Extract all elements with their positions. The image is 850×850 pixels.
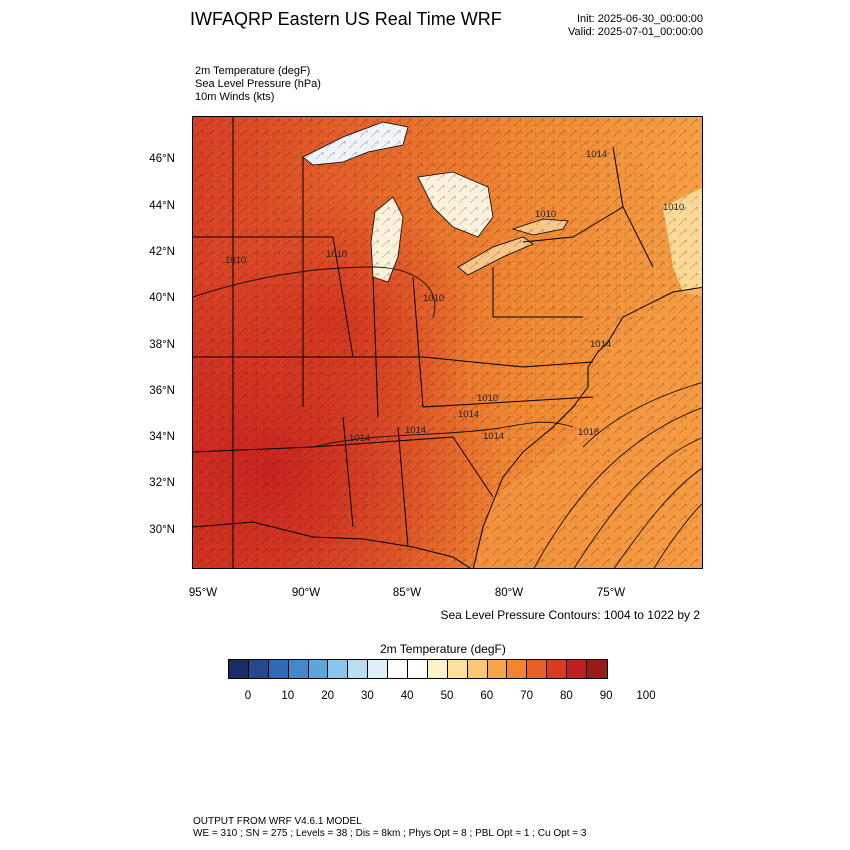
colorbar-label: 0	[244, 690, 252, 702]
lat-label: 30°N	[149, 524, 175, 536]
colorbar-cell	[368, 660, 389, 678]
temperature-map: 1010 1010 1010 1014 1010 1010 1010 1014 …	[192, 116, 703, 569]
pressure-label: 1010	[225, 255, 246, 266]
lat-label: 36°N	[149, 385, 175, 397]
pressure-label: 1010	[423, 293, 444, 304]
colorbar-label: 90	[599, 690, 613, 702]
colorbar-label: 70	[520, 690, 533, 702]
lon-label: 85°W	[392, 587, 422, 599]
colorbar-cell	[229, 660, 249, 678]
lat-label: 44°N	[149, 200, 175, 212]
lat-label: 38°N	[149, 339, 175, 351]
colorbar-cell	[248, 660, 269, 678]
colorbar-cell	[308, 660, 329, 678]
field-pressure: Sea Level Pressure (hPa)	[195, 78, 321, 90]
colorbar-cell	[447, 660, 468, 678]
colorbar-cell	[348, 660, 369, 678]
colorbar-cell	[587, 660, 607, 678]
colorbar-label: 40	[400, 690, 414, 702]
colorbar-cell	[328, 660, 349, 678]
colorbar-cell	[507, 660, 528, 678]
lon-label: 90°W	[291, 587, 321, 599]
pressure-label: 1014	[458, 409, 479, 420]
colorbar-title: 2m Temperature (degF)	[380, 642, 506, 656]
pressure-label: 1014	[349, 433, 370, 444]
colorbar-cell	[467, 660, 488, 678]
colorbar-cell	[388, 660, 409, 678]
colorbar-cell	[268, 660, 289, 678]
valid-time: Valid: 2025-07-01_00:00:00	[568, 26, 703, 38]
pressure-label: 1010	[535, 209, 556, 220]
lat-label: 46°N	[149, 153, 175, 165]
model-settings: WE = 310 ; SN = 275 ; Levels = 38 ; Dis …	[193, 828, 587, 839]
colorbar-label: 60	[480, 690, 494, 702]
pressure-label: 1014	[586, 149, 607, 160]
lon-label: 95°W	[188, 587, 218, 599]
pressure-label: 1014	[483, 431, 504, 442]
colorbar-label: 50	[440, 690, 454, 702]
temperature-colorbar	[228, 659, 608, 679]
lat-label: 34°N	[149, 431, 175, 443]
pressure-label: 1010	[663, 202, 684, 213]
colorbar-cell	[547, 660, 568, 678]
colorbar-cell	[527, 660, 548, 678]
colorbar-cell	[427, 660, 448, 678]
colorbar-label: 80	[559, 690, 573, 702]
lon-label: 75°W	[596, 587, 626, 599]
pressure-label: 1010	[477, 393, 498, 404]
lon-label: 80°W	[494, 587, 524, 599]
colorbar-cell	[288, 660, 309, 678]
colorbar-label: 20	[321, 690, 334, 702]
colorbar-label: 100	[636, 690, 656, 702]
pressure-label: 1014	[405, 425, 426, 436]
pressure-label: 1018	[578, 427, 599, 438]
plot-title: IWFAQRP Eastern US Real Time WRF	[190, 9, 502, 29]
colorbar-cell	[487, 660, 508, 678]
lat-label: 32°N	[149, 477, 175, 489]
lat-label: 40°N	[149, 292, 175, 304]
field-temperature: 2m Temperature (degF)	[195, 65, 311, 77]
init-time: Init: 2025-06-30_00:00:00	[577, 13, 703, 25]
contour-note: Sea Level Pressure Contours: 1004 to 102…	[440, 608, 701, 622]
colorbar-label: 30	[360, 690, 374, 702]
pressure-label: 1010	[326, 249, 347, 260]
field-winds: 10m Winds (kts)	[195, 91, 275, 103]
colorbar-cell	[567, 660, 588, 678]
pressure-label: 1014	[590, 339, 611, 350]
model-info: OUTPUT FROM WRF V4.6.1 MODEL	[193, 816, 362, 827]
pressure-labels: 1010 1010 1010 1014 1010 1010 1010 1014 …	[225, 149, 684, 444]
colorbar-label: 10	[281, 690, 295, 702]
colorbar-cell	[408, 660, 428, 678]
lat-label: 42°N	[149, 246, 175, 258]
